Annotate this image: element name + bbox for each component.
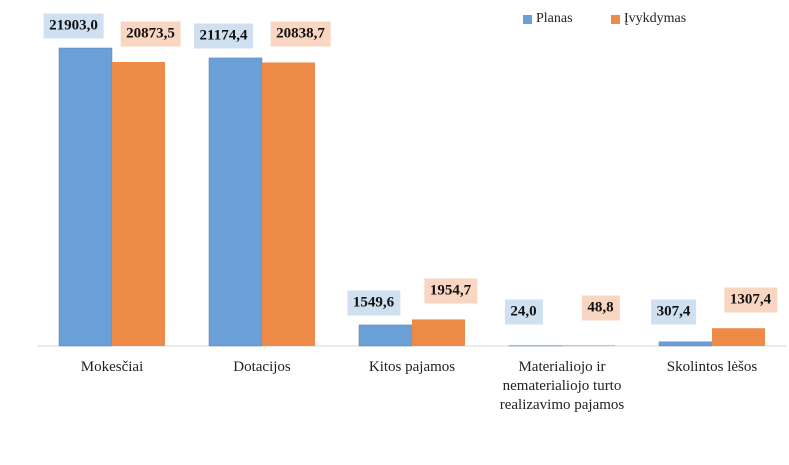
category-label: Mokesčiai xyxy=(80,359,144,375)
category-label: Dotacijos xyxy=(233,359,291,375)
value-label: 20873,5 xyxy=(120,21,181,47)
bar xyxy=(712,328,765,346)
value-label: 1954,7 xyxy=(423,278,478,304)
legend-item: Planas xyxy=(523,11,573,27)
value-label: 1307,4 xyxy=(723,287,778,313)
value-label: 24,0 xyxy=(504,299,543,325)
bar xyxy=(112,62,165,346)
bar xyxy=(58,47,113,347)
bar xyxy=(208,57,263,347)
bar xyxy=(658,341,713,347)
category-label: Skolintos lėšos xyxy=(666,359,758,375)
value-label: 1549,6 xyxy=(346,290,401,316)
value-label: 48,8 xyxy=(581,295,620,321)
legend-swatch xyxy=(523,14,532,24)
bar xyxy=(562,345,615,346)
category-label: Kitos pajamos xyxy=(368,359,456,375)
bar xyxy=(358,324,413,347)
legend-swatch xyxy=(611,14,620,24)
legend-label: Planas xyxy=(536,11,573,26)
bar xyxy=(262,62,315,346)
value-label: 21903,0 xyxy=(43,13,104,39)
legend-label: Įvykdymas xyxy=(624,11,687,26)
bar xyxy=(412,319,465,346)
value-label: 20838,7 xyxy=(270,21,331,47)
legend-item: Įvykdymas xyxy=(611,11,686,27)
value-label: 21174,4 xyxy=(193,23,254,49)
category-label: Materialiojo ir nematerialiojo turto rea… xyxy=(499,359,625,413)
value-label: 307,4 xyxy=(650,299,697,325)
